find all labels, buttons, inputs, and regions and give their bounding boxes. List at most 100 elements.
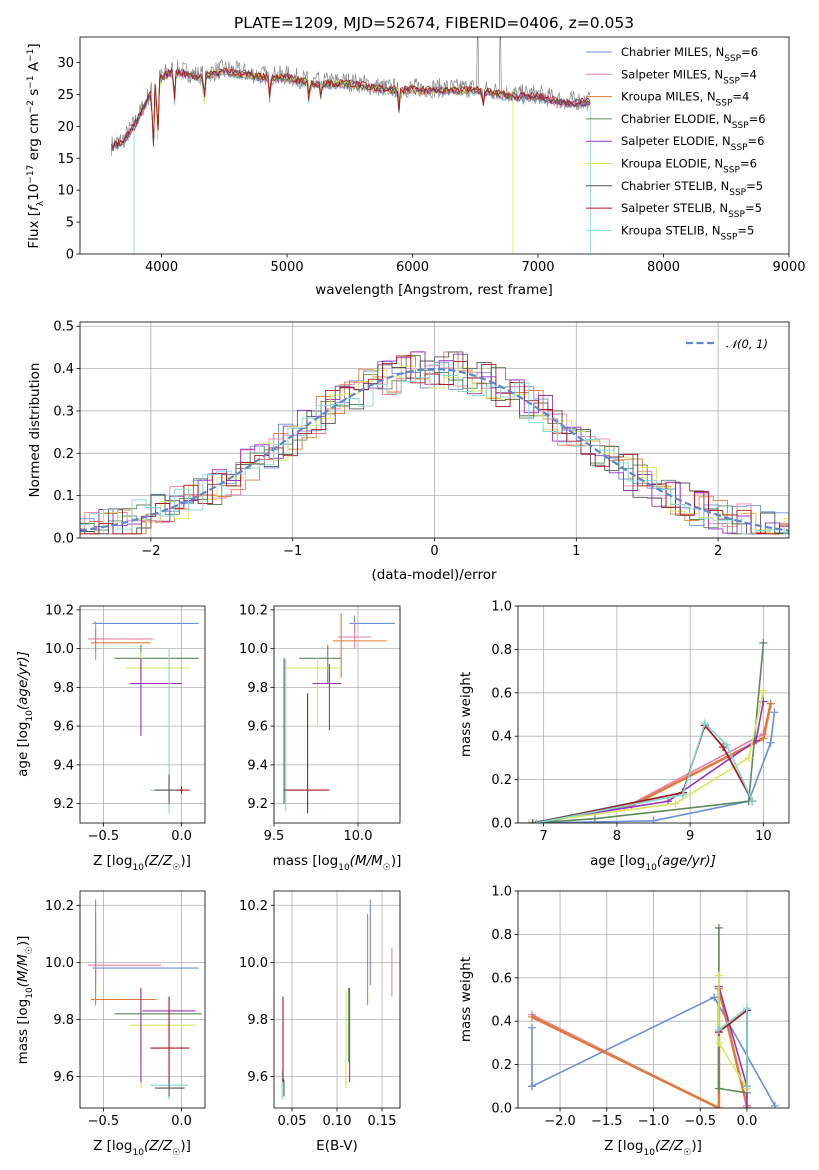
y-tick-label: 0.0 — [491, 1102, 512, 1117]
observed-spectrum-line — [111, 37, 591, 156]
x-tick-label: −2.0 — [544, 1114, 576, 1129]
label-part: =4 — [732, 90, 749, 104]
y-tick-label: 10.2 — [45, 899, 74, 914]
label-part: 10 — [644, 1148, 656, 1158]
model-spectrum-line — [111, 67, 591, 149]
label-part: ☉ — [25, 946, 35, 954]
gaussian-curve — [80, 367, 789, 532]
x-tick-label: 6000 — [396, 260, 429, 275]
plot-area — [281, 899, 393, 1100]
x-axis-label: wavelength [Angstrom, rest frame] — [315, 282, 553, 298]
weight-marker — [742, 1104, 751, 1108]
x-axis-label: Z [log10(Z/Z☉)] — [93, 853, 191, 873]
label-part: =5 — [745, 201, 762, 215]
axes-frame — [273, 890, 401, 1109]
x-tick-label: 9 — [686, 829, 694, 844]
axes-frame — [79, 605, 206, 824]
weight-marker — [714, 1084, 723, 1093]
histogram-step-line — [80, 364, 789, 535]
weight-marker — [759, 638, 768, 647]
label-part: Chabrier STELIB, N — [621, 179, 729, 193]
y-tick-label: 10.2 — [239, 899, 268, 914]
x-axis-label: age [log10(age/yr)] — [590, 853, 716, 873]
weight-marker — [714, 1104, 723, 1108]
plot-area — [283, 613, 395, 814]
y-axis-label: mass weight — [458, 957, 474, 1042]
x-axis-label: mass [log10(M/M☉)] — [273, 853, 402, 873]
label-part: A — [26, 61, 42, 75]
axes-mass-vs-ebv: 0.05 0.10 0.15 9.6 9.8 10.0 10.2 E(B-V) — [239, 890, 401, 1154]
y-axis-label: Normed distribution — [27, 363, 43, 498]
weight-marker — [678, 790, 687, 799]
y-tick-label: 0.8 — [491, 643, 512, 658]
x-tick-label: −0.5 — [88, 1114, 120, 1129]
y-tick-label: 0.1 — [53, 489, 74, 504]
label-part: (M/M — [15, 954, 31, 987]
legend-label: Chabrier STELIB, NSSP=5 — [621, 179, 763, 198]
label-part: 10 — [26, 184, 42, 201]
axes-weight-vs-Z: −2.0 −1.5 −1.0 −0.5 0.0 0.0 0.2 0.4 0.6 0.8 1.0 mas… — [458, 885, 790, 1158]
legend-label: Chabrier MILES, NSSP=6 — [621, 45, 758, 64]
weight-marker — [766, 738, 775, 747]
y-tick-label: 25 — [57, 88, 74, 103]
label-part: ☉ — [172, 1148, 180, 1158]
x-tick-label: 8000 — [647, 260, 680, 275]
x-tick-label: −0.5 — [88, 829, 120, 844]
label-part: ] — [26, 43, 42, 48]
label-part: Salpeter STELIB, N — [621, 201, 728, 215]
label-part: mass [log — [273, 853, 339, 869]
x-tick-label: 8 — [613, 829, 621, 844]
weight-marker — [590, 814, 599, 823]
x-tick-label: 0.05 — [278, 1114, 307, 1129]
y-tick-label: 1.0 — [491, 885, 512, 900]
y-axis-label: mass [log10(M/M☉)] — [15, 936, 35, 1065]
y-tick-label: 0.4 — [491, 1015, 512, 1030]
legend-label: Kroupa ELODIE, NSSP=6 — [621, 157, 757, 176]
y-tick-label: 9.8 — [247, 681, 268, 696]
label-part: f — [26, 204, 42, 211]
x-axis-label: Z [log10(Z/Z☉)] — [604, 1138, 702, 1158]
y-tick-label: 0.4 — [491, 730, 512, 745]
x-tick-label: −1 — [283, 544, 302, 559]
x-tick-label: 2 — [714, 544, 722, 559]
weight-marker — [710, 993, 719, 1002]
label-part: Flux [ — [26, 211, 42, 249]
weight-marker — [722, 740, 731, 749]
y-tick-label: 5 — [66, 216, 74, 231]
weight-line — [528, 701, 765, 823]
x-tick-label: 0.0 — [737, 1114, 758, 1129]
x-axis-label: Z [log10(Z/Z☉)] — [93, 1138, 191, 1158]
y-tick-label: 10 — [57, 184, 74, 199]
y-tick-label: 0.6 — [491, 686, 512, 701]
label-part: (M/M — [350, 853, 383, 869]
x-tick-label: 5000 — [271, 260, 304, 275]
y-tick-label: 9.6 — [53, 1070, 74, 1085]
label-part: −17 — [26, 165, 36, 184]
weight-marker — [742, 1004, 751, 1013]
label-part: 10 — [25, 987, 35, 999]
legend-label: Kroupa MILES, NSSP=4 — [621, 90, 749, 109]
label-part: SSP — [721, 232, 738, 242]
label-part: SSP — [729, 188, 746, 198]
label-part: =6 — [740, 157, 757, 171]
y-axis-label: age [log10(age/yr)] — [15, 651, 35, 777]
label-part: −1 — [26, 49, 36, 62]
y-tick-label: 9.6 — [247, 720, 268, 735]
weight-marker — [528, 819, 537, 823]
label-part: SSP — [716, 99, 733, 109]
x-tick-label: 0.10 — [323, 1114, 352, 1129]
y-tick-label: 9.8 — [53, 1013, 74, 1028]
label-part: s — [26, 89, 42, 100]
weight-marker — [748, 797, 757, 806]
y-tick-label: 0.8 — [491, 928, 512, 943]
x-tick-label: 9000 — [772, 260, 805, 275]
x-tick-label: 0.15 — [368, 1114, 397, 1129]
weight-marker — [744, 753, 753, 762]
x-tick-label: 0 — [430, 544, 438, 559]
plot-area — [524, 638, 779, 823]
histogram-step-line — [80, 351, 789, 535]
x-tick-label: −1.5 — [591, 1114, 623, 1129]
plot-area — [528, 923, 779, 1108]
label-part: )] — [691, 1138, 702, 1154]
